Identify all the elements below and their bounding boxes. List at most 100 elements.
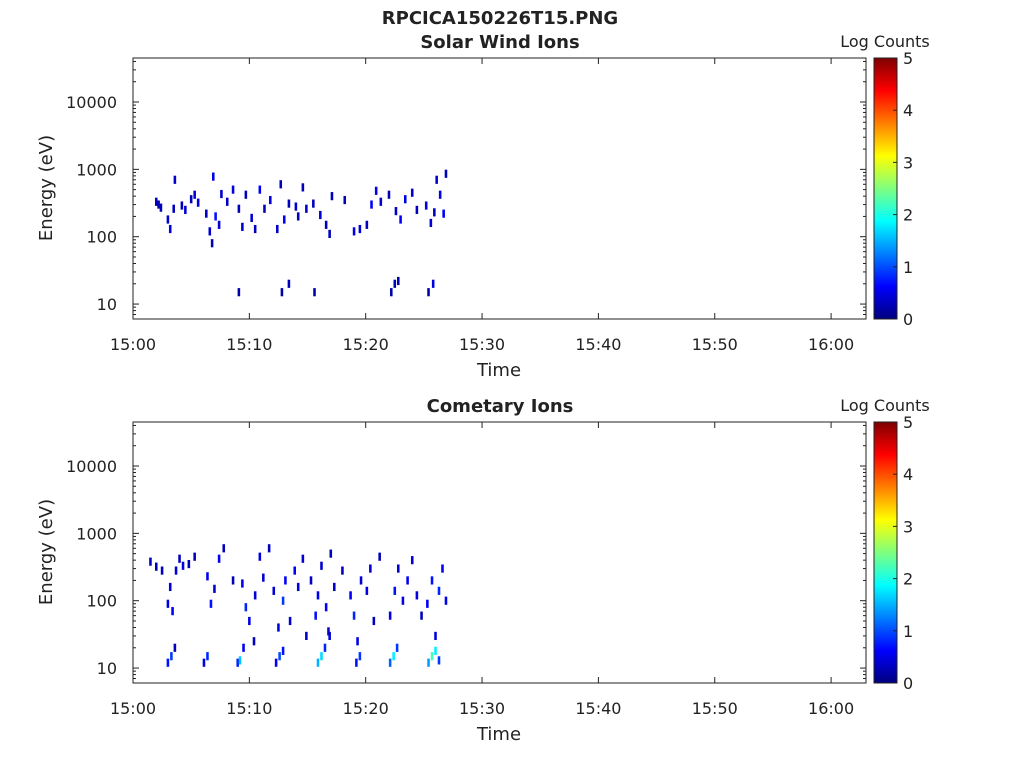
- data-cell: [442, 209, 445, 218]
- data-cell: [438, 190, 442, 199]
- data-cell: [205, 209, 208, 218]
- data-cell: [168, 224, 172, 234]
- data-cell: [262, 573, 265, 582]
- data-cell: [424, 201, 428, 210]
- data-cell: [214, 212, 217, 221]
- data-cell: [374, 186, 378, 195]
- data-cell: [323, 643, 327, 652]
- data-cell: [281, 646, 285, 655]
- colorbar-tick-label: 2: [903, 206, 913, 225]
- data-cell: [387, 190, 391, 199]
- data-cell: [437, 656, 441, 665]
- data-cell: [172, 204, 176, 213]
- data-cell: [202, 658, 206, 667]
- data-cell: [272, 586, 276, 595]
- data-cell: [427, 288, 430, 297]
- data-cell: [222, 544, 226, 553]
- data-cell: [166, 215, 170, 224]
- data-cell: [410, 556, 414, 565]
- x-ticks: 15:00 15:10 15:20 15:30 15:40 15:50 16:00: [110, 422, 854, 718]
- data-cell: [314, 611, 317, 620]
- x-tick-label: 16:00: [808, 699, 854, 718]
- data-cell: [258, 185, 262, 194]
- data-cell: [358, 652, 362, 661]
- data-cell: [430, 576, 434, 585]
- data-cell: [189, 195, 193, 204]
- data-cell: [277, 623, 280, 632]
- data-cell: [388, 611, 392, 620]
- data-cell: [166, 658, 170, 667]
- data-cell: [328, 631, 331, 641]
- data-cell: [250, 213, 253, 223]
- y-tick-label: 1000: [76, 524, 117, 543]
- data-cell: [274, 658, 278, 667]
- colorbar-label: Log Counts: [840, 32, 930, 51]
- data-cell: [403, 195, 407, 204]
- y-tick-label: 100: [86, 592, 117, 611]
- data-cell: [316, 591, 320, 600]
- data-cell: [241, 222, 244, 231]
- data-cell: [149, 557, 152, 566]
- data-cell: [154, 197, 158, 206]
- data-cell: [392, 652, 395, 661]
- x-ticks: 15:00 15:10 15:20 15:30 15:40 15:50 16:00: [110, 58, 854, 354]
- data-cell: [278, 652, 281, 661]
- data-cell: [426, 599, 429, 608]
- data-cell: [170, 652, 173, 661]
- data-cell: [187, 559, 191, 569]
- data-cell: [415, 591, 419, 600]
- colorbar-tick-label: 4: [903, 465, 913, 484]
- data-cell: [208, 227, 212, 236]
- data-cell: [293, 566, 297, 575]
- data-cell: [220, 189, 223, 199]
- data-cell: [206, 572, 209, 581]
- x-tick-label: 15:00: [110, 335, 156, 354]
- data-cell: [280, 288, 284, 297]
- data-cell: [301, 183, 305, 192]
- data-cell: [210, 239, 214, 248]
- y-minor-ticks: [133, 60, 866, 320]
- data-cell: [343, 195, 347, 205]
- colorbar-tick-label: 0: [903, 674, 913, 693]
- x-tick-label: 15:10: [226, 699, 272, 718]
- cometary-ions-panel: Cometary Ions Time Energy (eV) Log Count…: [36, 396, 930, 745]
- x-tick-label: 15:30: [459, 335, 505, 354]
- data-cell: [263, 204, 266, 213]
- colorbar-tick-label: 1: [903, 622, 913, 641]
- colorbar-tick-label: 3: [903, 153, 913, 172]
- data-cell: [395, 643, 399, 652]
- y-tick-label: 10: [97, 659, 117, 678]
- data-cell: [309, 576, 313, 585]
- data-cell: [415, 205, 419, 214]
- colorbar-tick-label: 1: [903, 258, 913, 277]
- figure-title: RPCICA150226T15.PNG: [382, 8, 618, 29]
- data-cell: [305, 631, 308, 641]
- data-cell: [393, 279, 397, 288]
- data-cell: [181, 561, 185, 570]
- colorbar-tick-label: 2: [903, 570, 913, 589]
- data-cell: [378, 552, 381, 561]
- data-cell: [157, 200, 160, 209]
- data-cell: [399, 215, 402, 224]
- data-cell: [316, 658, 320, 667]
- colorbar-tick-label: 3: [903, 517, 913, 536]
- data-cell: [244, 603, 248, 612]
- data-cell: [431, 279, 435, 288]
- data-cell: [355, 658, 358, 667]
- x-tick-label: 15:50: [692, 335, 738, 354]
- y-axis-label: Energy (eV): [36, 499, 57, 605]
- data-cell: [296, 582, 300, 592]
- data-cell: [437, 586, 441, 595]
- data-cell: [154, 562, 158, 571]
- data-cell: [396, 564, 400, 573]
- data-cell: [352, 227, 356, 236]
- data-cell: [341, 566, 344, 575]
- data-cell: [434, 631, 437, 641]
- y-tick-label: 10000: [66, 93, 117, 112]
- data-cell: [237, 288, 241, 297]
- x-tick-label: 15:30: [459, 699, 505, 718]
- data-cell: [253, 591, 257, 600]
- data-cell: [330, 192, 334, 201]
- data-cell: [209, 599, 213, 608]
